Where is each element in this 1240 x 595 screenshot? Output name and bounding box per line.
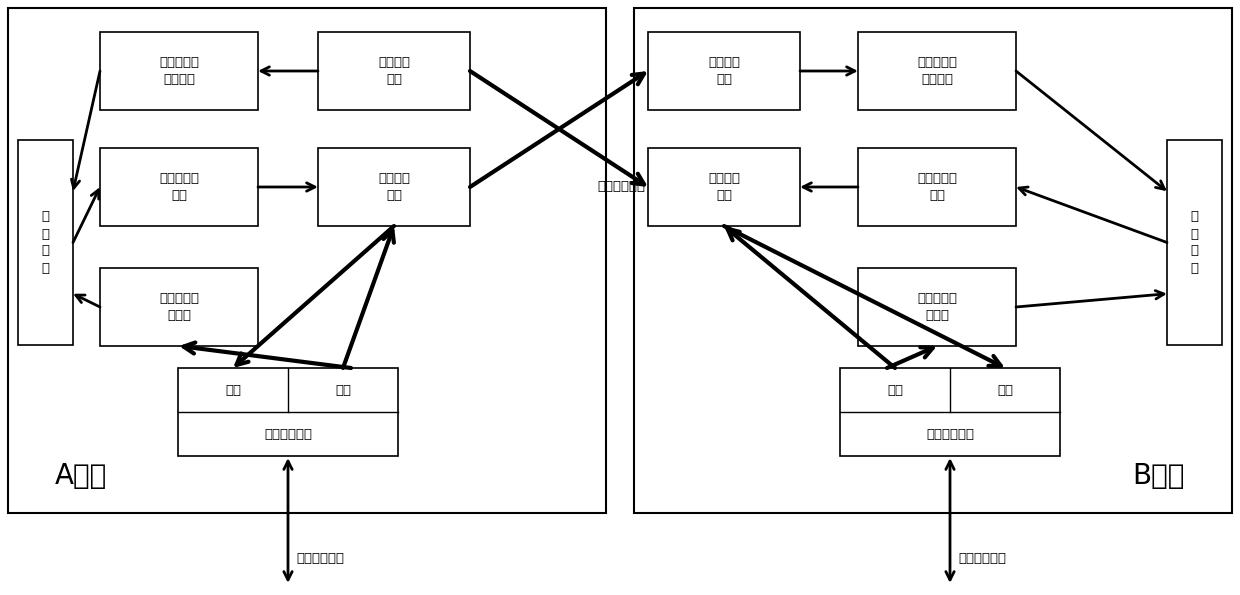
Text: 自主发送
模块: 自主发送 模块	[378, 172, 410, 202]
Bar	[317, 148, 470, 226]
Text: 自主发送
模块: 自主发送 模块	[708, 172, 740, 202]
Text: 接收: 接收	[335, 384, 351, 396]
Text: 自主接收
模块: 自主接收 模块	[708, 56, 740, 86]
Bar	[649, 32, 800, 110]
Text: 总线通讯模块: 总线通讯模块	[264, 427, 312, 440]
Text: 主
机
接
口: 主 机 接 口	[41, 211, 50, 274]
Bar	[1167, 140, 1221, 345]
Text: B通道: B通道	[1132, 462, 1185, 490]
Bar	[634, 8, 1233, 513]
Bar	[858, 32, 1016, 110]
Bar	[858, 148, 1016, 226]
Bar	[649, 148, 800, 226]
Bar	[179, 368, 398, 456]
Text: 本通道数据
存储区: 本通道数据 存储区	[159, 292, 198, 322]
Bar	[100, 268, 258, 346]
Text: 本通道数据
发送: 本通道数据 发送	[159, 172, 198, 202]
Text: 接收: 接收	[887, 384, 903, 396]
Text: 本通道数据
存储区: 本通道数据 存储区	[918, 292, 957, 322]
Bar	[858, 268, 1016, 346]
Bar	[7, 8, 606, 513]
Text: A通道: A通道	[55, 462, 107, 490]
Bar	[100, 148, 258, 226]
Text: 对外通讯总线: 对外通讯总线	[959, 553, 1006, 565]
Text: 对外通讯总线: 对外通讯总线	[296, 553, 343, 565]
Bar	[839, 368, 1060, 456]
Text: 发送: 发送	[997, 384, 1013, 396]
Text: 主
机
接
口: 主 机 接 口	[1190, 211, 1199, 274]
Bar	[19, 140, 73, 345]
Text: 本通道数据
发送: 本通道数据 发送	[918, 172, 957, 202]
Text: 总线通讯模块: 总线通讯模块	[926, 427, 973, 440]
Text: 对方通道数
据存储区: 对方通道数 据存储区	[159, 56, 198, 86]
Text: 自主接收
模块: 自主接收 模块	[378, 56, 410, 86]
Text: 发送: 发送	[224, 384, 241, 396]
Text: 对方通道数
据存储区: 对方通道数 据存储区	[918, 56, 957, 86]
Bar	[100, 32, 258, 110]
Text: 内部高速总线: 内部高速总线	[596, 180, 645, 193]
Bar	[317, 32, 470, 110]
